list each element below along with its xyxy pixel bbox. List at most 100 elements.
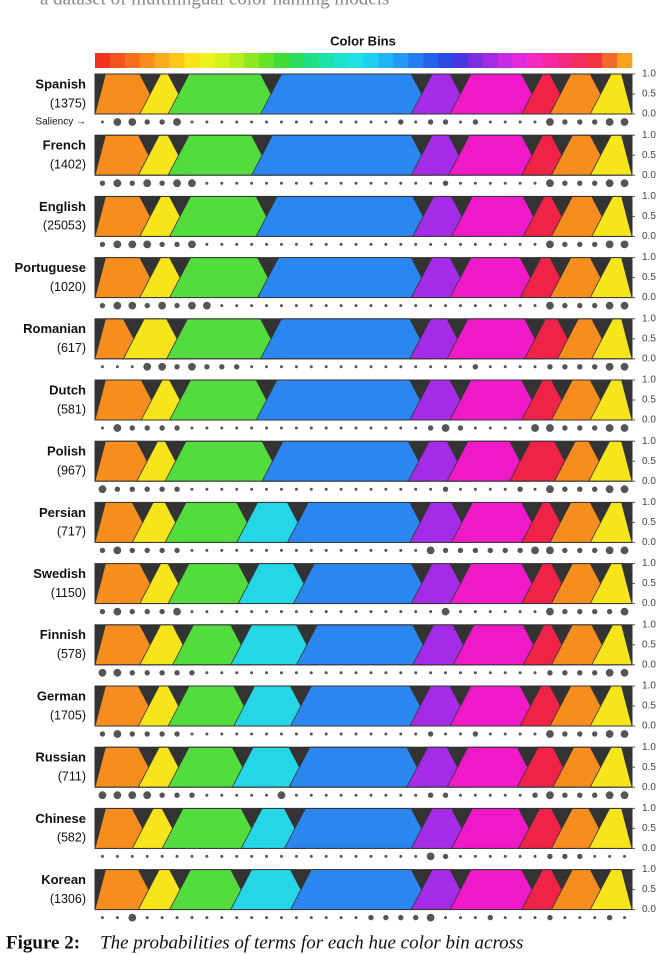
saliency-dot	[324, 854, 328, 858]
saliency-dot	[503, 916, 507, 920]
saliency-dot	[472, 547, 479, 554]
saliency-dot	[250, 548, 254, 552]
saliency-dot	[532, 792, 538, 798]
saliency-dot	[205, 671, 209, 675]
saliency-dot	[384, 610, 388, 614]
saliency-dot	[384, 181, 388, 185]
language-count: (1402)	[50, 157, 86, 171]
saliency-dot	[173, 607, 181, 616]
color-bin	[527, 53, 543, 68]
saliency-dot	[265, 854, 269, 858]
saliency-dot	[605, 668, 614, 677]
saliency-dot	[398, 914, 404, 921]
language-name: Polish	[47, 444, 86, 459]
saliency-dot	[533, 732, 537, 736]
saliency-dot	[592, 731, 598, 737]
term-area	[295, 624, 435, 666]
saliency-dot	[129, 180, 135, 186]
saliency-dot	[354, 304, 358, 308]
y-tick-label: 1.0	[642, 375, 656, 386]
saliency-dot	[144, 302, 150, 309]
color-bin	[542, 53, 558, 68]
saliency-dot	[429, 610, 433, 614]
color-bin	[214, 53, 230, 68]
saliency-dot	[220, 671, 224, 675]
y-tick-label: 0.0	[642, 537, 656, 548]
saliency-dot	[128, 913, 137, 922]
language-name: Swedish	[33, 566, 86, 581]
saliency-dot	[265, 242, 269, 246]
saliency-dot	[145, 916, 149, 920]
saliency-dot	[144, 486, 150, 492]
saliency-dot	[205, 854, 209, 858]
saliency-dot	[339, 242, 343, 246]
saliency-dot	[429, 487, 433, 491]
color-bin	[393, 53, 409, 68]
saliency-dot	[265, 793, 269, 797]
term-area	[292, 563, 433, 604]
saliency-dot	[429, 365, 433, 369]
saliency-dot	[517, 547, 523, 554]
saliency-dot	[294, 120, 298, 124]
saliency-dot	[220, 916, 224, 920]
saliency-dot	[577, 425, 583, 431]
saliency-dot	[533, 181, 537, 185]
saliency-dot	[250, 304, 254, 308]
saliency-dot	[605, 179, 614, 188]
y-tick-label: 0.5	[642, 762, 656, 773]
saliency-dot	[620, 668, 629, 677]
color-bin	[572, 53, 588, 68]
color-bin	[109, 53, 126, 68]
saliency-dot	[399, 487, 403, 491]
saliency-dot	[488, 365, 492, 369]
saliency-dot	[620, 791, 629, 800]
color-bin	[408, 53, 424, 68]
saliency-dot	[250, 181, 254, 185]
color-bin	[259, 53, 275, 68]
saliency-dot	[562, 119, 568, 125]
language-count: (582)	[57, 831, 86, 845]
saliency-dot	[620, 485, 629, 494]
saliency-dot	[128, 240, 137, 249]
saliency-dot	[339, 548, 343, 552]
saliency-dot	[265, 671, 269, 675]
saliency-dot	[279, 610, 283, 614]
y-tick-label: 0.0	[642, 598, 656, 609]
saliency-dot	[429, 242, 433, 246]
y-tick-label: 0.0	[642, 721, 656, 732]
color-bin	[274, 53, 290, 68]
saliency-dot	[577, 731, 583, 737]
saliency-dot	[533, 365, 537, 369]
saliency-dot	[577, 792, 583, 798]
saliency-dot	[577, 853, 583, 860]
saliency-dot	[592, 119, 598, 125]
language-count: (617)	[57, 341, 86, 355]
color-bin	[318, 53, 334, 68]
saliency-dot	[384, 854, 388, 858]
saliency-dot	[98, 791, 107, 800]
color-bin	[438, 53, 454, 68]
saliency-dot	[399, 365, 403, 369]
color-bin	[378, 53, 394, 68]
saliency-dot	[458, 854, 462, 858]
saliency-dot	[159, 180, 165, 186]
saliency-dot	[369, 426, 373, 430]
saliency-dot	[473, 854, 477, 858]
saliency-dot	[99, 241, 106, 248]
saliency-dot	[414, 181, 418, 185]
y-tick-label: 0.0	[642, 659, 656, 670]
saliency-dot	[620, 607, 629, 616]
saliency-dot	[562, 180, 568, 186]
saliency-dot	[458, 365, 462, 369]
saliency-dot	[324, 793, 328, 797]
saliency-dot	[562, 670, 568, 676]
saliency-dot	[220, 854, 224, 858]
y-tick-label: 1.0	[642, 803, 656, 814]
saliency-dot	[547, 853, 553, 860]
saliency-dot	[546, 240, 554, 249]
saliency-dot	[339, 854, 343, 858]
saliency-dot	[620, 240, 629, 249]
saliency-dot	[503, 426, 507, 430]
saliency-dot	[159, 670, 165, 676]
